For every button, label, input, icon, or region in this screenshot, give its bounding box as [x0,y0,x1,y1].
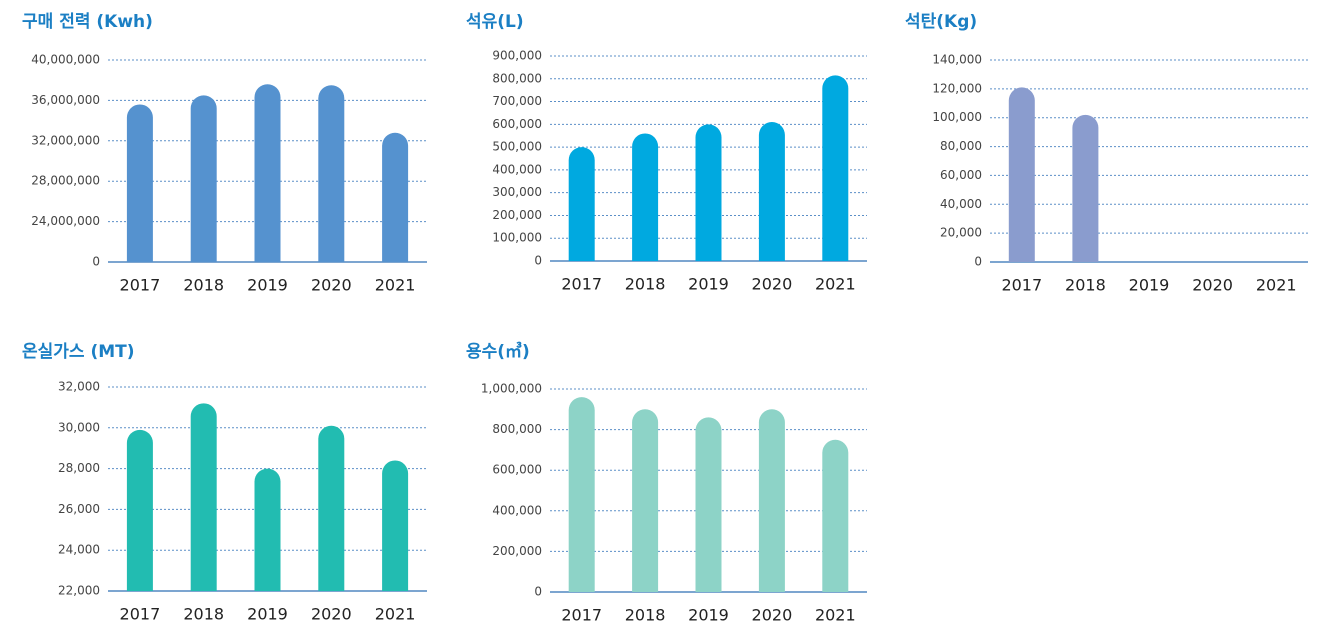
bar [254,468,281,591]
y-tick-label: 1,000,000 [481,382,542,396]
y-tick-label: 0 [534,254,542,268]
y-tick-label: 80,000 [940,139,982,153]
bar [254,84,281,263]
bar [758,409,785,592]
y-tick-label: 100,000 [492,231,542,245]
x-tick-label: 2020 [311,276,352,295]
bar [126,429,153,591]
y-tick-label: 0 [534,585,542,599]
y-tick-label: 26,000 [58,502,100,516]
bar [190,95,217,262]
y-tick-label: 400,000 [492,503,542,517]
x-tick-label: 2020 [752,606,793,625]
x-tick-label: 2019 [688,275,729,294]
y-tick-label: 40,000 [940,197,982,211]
chart-title: 온실가스 (MT) [22,342,135,362]
bar [632,409,659,592]
y-tick-label: 700,000 [492,94,542,108]
y-tick-label: 32,000 [58,380,100,394]
bar [126,104,153,263]
y-tick-label: 300,000 [492,185,542,199]
x-tick-label: 2019 [1129,276,1170,295]
y-tick-label: 600,000 [492,117,542,131]
y-tick-label: 20,000 [940,226,982,240]
y-tick-label: 800,000 [492,71,542,85]
chart-title: 용수(㎥) [466,341,530,362]
y-tick-label: 900,000 [492,49,542,63]
x-tick-label: 2018 [625,275,666,294]
bar [758,122,785,261]
y-tick-label: 0 [974,255,982,269]
x-tick-label: 2017 [561,606,602,625]
bar [318,425,345,591]
y-tick-label: 28,000 [58,461,100,475]
bar [695,124,722,261]
x-tick-label: 2021 [815,275,856,294]
y-tick-label: 28,000,000 [31,174,100,188]
y-tick-label: 200,000 [492,544,542,558]
x-tick-label: 2020 [1192,276,1233,295]
x-tick-label: 2021 [375,276,416,295]
y-tick-label: 22,000 [58,584,100,598]
x-tick-label: 2018 [183,605,224,624]
bar [190,403,217,591]
y-tick-label: 100,000 [932,110,982,124]
x-tick-label: 2019 [688,606,729,625]
bar [382,132,409,262]
x-tick-label: 2017 [120,605,161,624]
y-tick-label: 24,000 [58,543,100,557]
y-tick-label: 600,000 [492,463,542,477]
y-tick-label: 500,000 [492,140,542,154]
x-tick-label: 2021 [375,605,416,624]
bar [695,417,722,592]
y-tick-label: 800,000 [492,422,542,436]
x-tick-label: 2017 [120,276,161,295]
x-tick-label: 2017 [1001,276,1042,295]
x-tick-label: 2021 [1256,276,1297,295]
y-tick-label: 0 [92,255,100,269]
x-tick-label: 2017 [561,275,602,294]
bar [822,439,849,592]
bar [568,397,595,592]
y-tick-label: 60,000 [940,168,982,182]
bar [568,147,595,261]
x-tick-label: 2020 [752,275,793,294]
bar [632,133,659,261]
x-tick-label: 2018 [1065,276,1106,295]
y-tick-label: 400,000 [492,162,542,176]
chart-title: 석유(L) [466,12,524,32]
bar [1072,114,1099,262]
y-tick-label: 30,000 [58,420,100,434]
chart-title: 석탄(Kg) [905,12,977,32]
bar [1008,87,1035,263]
bar [318,85,345,262]
x-tick-label: 2019 [247,276,288,295]
x-tick-label: 2019 [247,605,288,624]
y-tick-label: 24,000,000 [31,214,100,228]
y-tick-label: 36,000,000 [31,93,100,107]
x-tick-label: 2018 [625,606,666,625]
y-tick-label: 200,000 [492,208,542,222]
bar [382,460,409,591]
x-tick-label: 2021 [815,606,856,625]
y-tick-label: 32,000,000 [31,133,100,147]
y-tick-label: 40,000,000 [31,53,100,67]
y-tick-label: 140,000 [932,53,982,67]
chart-title: 구매 전력 (Kwh) [22,12,153,32]
y-tick-label: 120,000 [932,81,982,95]
x-tick-label: 2020 [311,605,352,624]
x-tick-label: 2018 [183,276,224,295]
bar [822,75,849,261]
